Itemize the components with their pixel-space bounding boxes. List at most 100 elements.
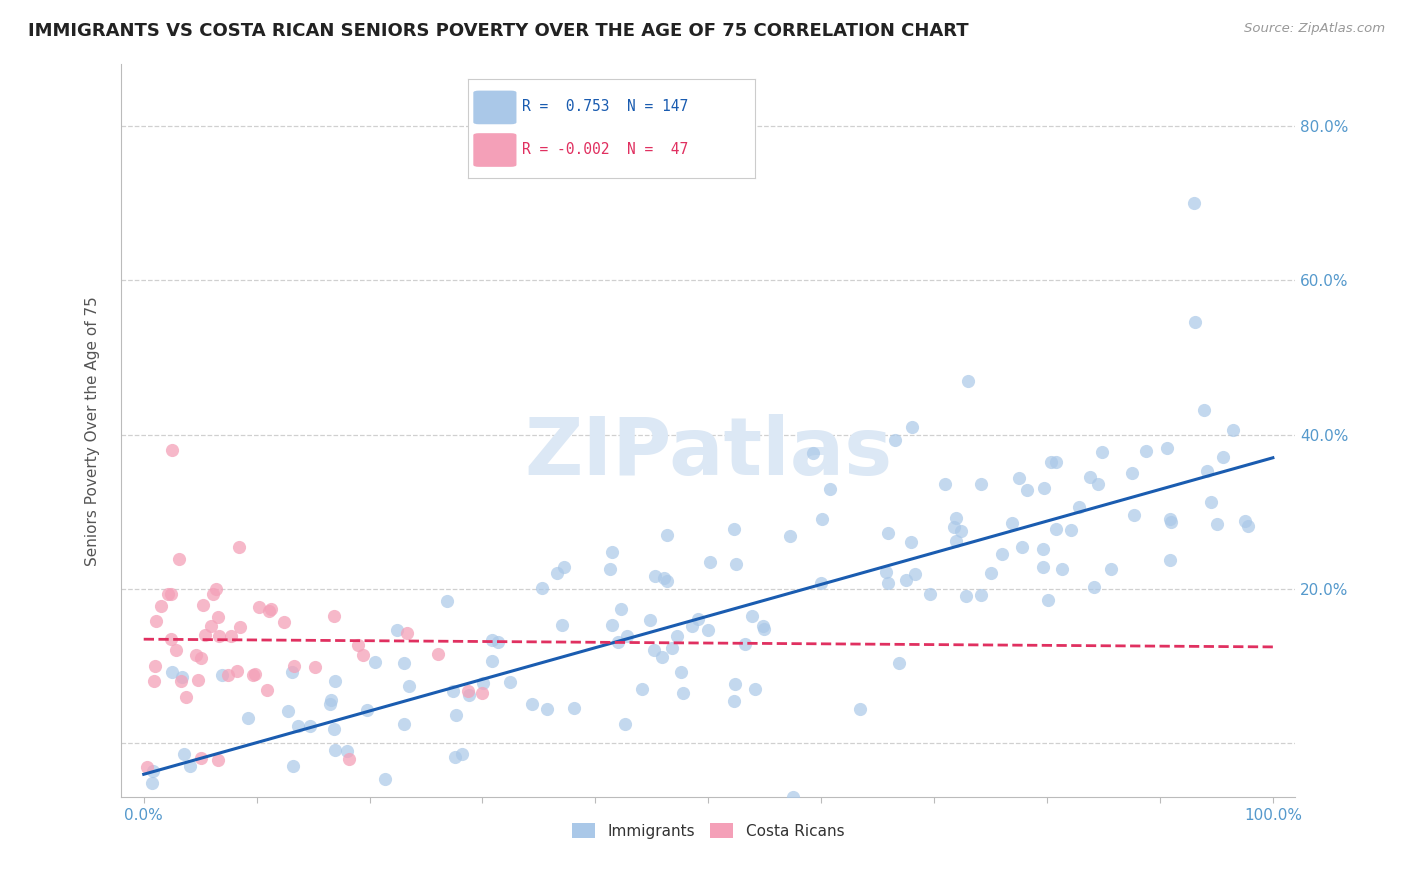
Point <box>1192 403 1215 417</box>
Point <box>207 609 229 624</box>
Point <box>323 674 346 689</box>
Point <box>283 658 305 673</box>
Point <box>441 683 464 698</box>
Point <box>875 565 897 579</box>
Text: IMMIGRANTS VS COSTA RICAN SENIORS POVERTY OVER THE AGE OF 75 CORRELATION CHART: IMMIGRANTS VS COSTA RICAN SENIORS POVERT… <box>28 22 969 40</box>
Point <box>818 482 841 496</box>
Point <box>145 614 167 628</box>
Point <box>883 433 905 447</box>
Y-axis label: Seniors Poverty Over the Age of 75: Seniors Poverty Over the Age of 75 <box>86 296 100 566</box>
Point <box>1159 552 1181 566</box>
Point <box>1045 455 1067 469</box>
Point <box>616 629 638 643</box>
Point <box>900 420 922 434</box>
Point <box>214 845 236 859</box>
Point <box>1011 540 1033 554</box>
Point <box>655 527 678 541</box>
Point <box>173 747 195 761</box>
Point <box>945 511 967 525</box>
Point <box>392 717 415 731</box>
Point <box>207 753 229 767</box>
Point <box>398 679 420 693</box>
Point <box>894 573 917 587</box>
Point <box>1222 423 1244 437</box>
Point <box>1121 466 1143 480</box>
Point <box>644 569 666 583</box>
Point <box>283 813 305 827</box>
Point <box>652 570 675 584</box>
Point <box>551 617 574 632</box>
Legend: Immigrants, Costa Ricans: Immigrants, Costa Ricans <box>567 816 851 845</box>
Point <box>159 632 181 647</box>
Point <box>672 686 695 700</box>
Point <box>319 697 342 711</box>
Point <box>754 623 776 637</box>
Point <box>724 676 747 690</box>
Point <box>956 374 979 388</box>
Point <box>260 602 283 616</box>
Point <box>374 772 396 787</box>
Point <box>287 719 309 733</box>
Point <box>681 619 703 633</box>
Point <box>1237 519 1260 533</box>
Point <box>1159 512 1181 526</box>
Point <box>638 613 661 627</box>
Point <box>1060 523 1083 537</box>
Point <box>471 676 494 690</box>
Point <box>980 566 1002 581</box>
Point <box>562 701 585 715</box>
Point <box>600 618 623 632</box>
Point <box>741 609 763 624</box>
Point <box>1032 481 1054 495</box>
Point <box>170 670 193 684</box>
Point <box>1182 196 1205 211</box>
Point <box>1036 593 1059 607</box>
Point <box>190 751 212 765</box>
Point <box>211 668 233 682</box>
Point <box>876 526 898 541</box>
Point <box>193 847 215 861</box>
Point <box>481 654 503 668</box>
Point <box>945 533 967 548</box>
Point <box>1083 580 1105 594</box>
Point <box>217 668 239 682</box>
Point <box>699 555 721 569</box>
Point <box>723 694 745 708</box>
Point <box>631 682 654 697</box>
Point <box>337 752 360 766</box>
Point <box>142 764 165 778</box>
Point <box>607 635 630 649</box>
Point <box>135 759 157 773</box>
Point <box>336 744 359 758</box>
Point <box>744 682 766 697</box>
Point <box>142 674 165 689</box>
Point <box>666 628 689 642</box>
Point <box>609 601 631 615</box>
Point <box>194 627 217 641</box>
Point <box>277 704 299 718</box>
Point <box>1160 515 1182 529</box>
Point <box>1087 477 1109 491</box>
Point <box>1015 483 1038 497</box>
Point <box>1212 450 1234 464</box>
Point <box>599 562 621 576</box>
Point <box>160 665 183 679</box>
Point <box>183 804 205 818</box>
Point <box>346 638 368 652</box>
Point <box>643 643 665 657</box>
Text: ZIPatlas: ZIPatlas <box>524 414 893 491</box>
Point <box>1099 562 1122 576</box>
Point <box>323 743 346 757</box>
Point <box>1001 516 1024 531</box>
Point <box>149 599 172 613</box>
Point <box>734 637 756 651</box>
Point <box>1156 442 1178 456</box>
Point <box>486 634 509 648</box>
Point <box>600 545 623 559</box>
Point <box>273 615 295 630</box>
Point <box>167 551 190 566</box>
Point <box>207 802 229 816</box>
Point <box>1069 500 1091 514</box>
Point <box>724 558 747 572</box>
Point <box>1135 444 1157 458</box>
